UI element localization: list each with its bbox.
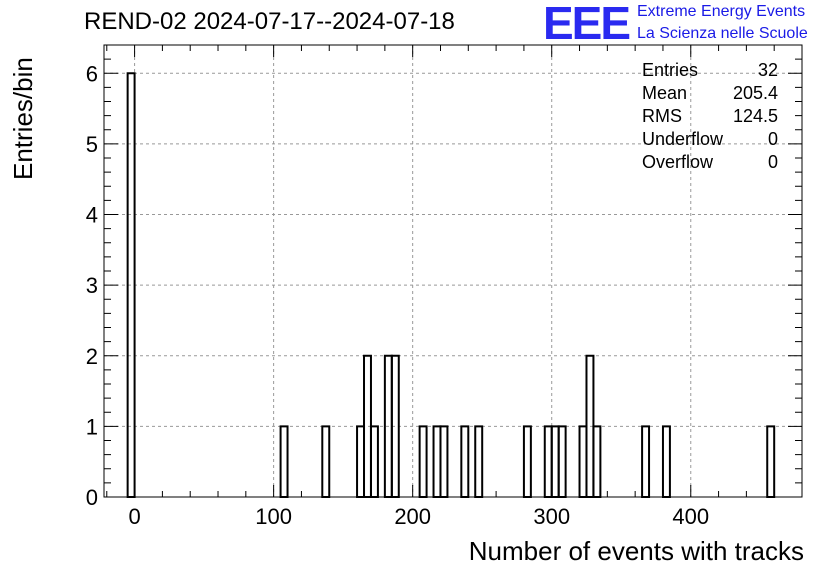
histogram-bin	[578, 425, 588, 498]
chart-title: REND-02 2024-07-17--2024-07-18	[84, 8, 455, 35]
histogram-bin	[550, 425, 560, 498]
stats-label: RMS	[642, 106, 682, 126]
stats-label: Entries	[642, 60, 699, 80]
stats-label: Underflow	[642, 129, 724, 149]
logo-line-1: Extreme Energy Events	[637, 3, 806, 20]
stats-label: Overflow	[642, 152, 714, 172]
histogram-bin	[543, 425, 553, 498]
stats-value: 205.4	[732, 83, 778, 103]
x-tick-label: 200	[394, 504, 431, 529]
histogram-bin	[439, 425, 449, 498]
histogram-bin	[418, 425, 428, 498]
y-tick-label: 6	[86, 61, 98, 86]
stats-value: 32	[757, 60, 778, 80]
stats-value: 124.5	[732, 106, 778, 126]
stats-value: 0	[767, 152, 778, 172]
x-tick-label: 0	[128, 504, 140, 529]
y-tick-label: 0	[86, 485, 98, 510]
y-tick-label: 5	[86, 132, 98, 157]
histogram-bin	[474, 425, 484, 498]
histogram-bin	[592, 425, 602, 498]
logo-line-2: La Scienza nelle Scuole	[637, 25, 808, 42]
axis-ticks	[104, 44, 803, 498]
stats-value: 0	[767, 129, 778, 149]
y-axis-label: Entries/bin	[8, 57, 38, 180]
histogram-bin	[557, 425, 567, 498]
y-tick-label: 4	[86, 203, 98, 228]
histogram-bin	[279, 425, 289, 498]
histogram-bin	[321, 425, 331, 498]
x-tick-label: 100	[255, 504, 292, 529]
grid-lines	[104, 45, 802, 497]
histogram-bin	[766, 425, 776, 498]
histogram-bin	[356, 425, 366, 498]
eee-logo-mark: EEE	[543, 0, 631, 49]
x-axis-label: Number of events with tracks	[468, 536, 804, 566]
stats-label: Mean	[642, 83, 688, 103]
histogram-bin	[460, 425, 470, 498]
histogram-bin	[369, 425, 379, 498]
y-tick-label: 3	[86, 273, 98, 298]
x-tick-label: 300	[533, 504, 570, 529]
x-tick-label: 400	[672, 504, 709, 529]
histogram-bin	[641, 425, 651, 498]
histogram-bin	[522, 425, 532, 498]
axis-tick-labels: 0 100 200 300 400 0 1 2 3 4 5 6	[86, 61, 709, 529]
y-tick-label: 2	[86, 344, 98, 369]
histogram-bin	[432, 425, 442, 498]
y-tick-label: 1	[86, 414, 98, 439]
histogram-bin	[661, 425, 671, 498]
